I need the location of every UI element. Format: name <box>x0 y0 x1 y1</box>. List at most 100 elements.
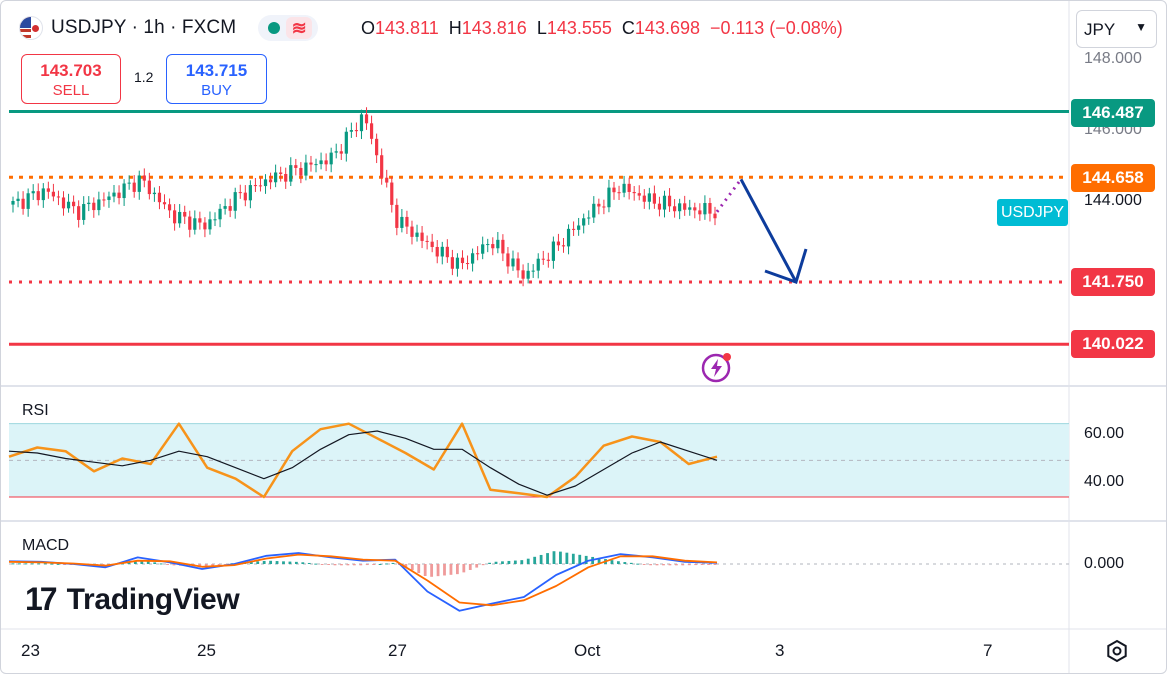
macd-histogram-bar <box>674 564 678 566</box>
candle-body <box>233 192 237 211</box>
candle-body <box>612 187 616 193</box>
macd-pane-label[interactable]: MACD <box>22 537 70 554</box>
tradingview-mark-icon: 17 <box>25 581 58 617</box>
macd-histogram-bar <box>63 564 66 565</box>
level-label-140[interactable]: 140.022 <box>1071 330 1155 358</box>
candle-body <box>698 210 702 215</box>
candle-body <box>587 217 591 219</box>
candle-body <box>369 123 374 139</box>
candle-body <box>430 241 434 247</box>
candle-body <box>349 130 353 132</box>
macd-signal-line <box>8 553 718 607</box>
macd-histogram-bar <box>211 564 215 566</box>
candle-body <box>455 257 460 269</box>
macd-histogram-bar <box>172 564 176 566</box>
candle-body <box>21 198 25 209</box>
macd-tick: 0.000 <box>1084 555 1125 572</box>
candle-body <box>491 244 495 249</box>
candle-body <box>82 204 86 220</box>
candle-body <box>112 192 116 197</box>
level-label-141[interactable]: 141.750 <box>1071 268 1155 296</box>
candle-body <box>652 193 656 204</box>
macd-histogram-bar <box>282 561 285 564</box>
buy-button[interactable]: 143.715 BUY <box>166 54 267 104</box>
macd-histogram-bar <box>146 561 150 564</box>
candle-body <box>380 155 384 178</box>
candle-body <box>51 191 56 197</box>
candle-body <box>627 183 631 192</box>
rsi-pane-label[interactable]: RSI <box>22 402 49 419</box>
macd-histogram-bar <box>50 563 54 565</box>
candle-body <box>364 114 369 124</box>
candle-body <box>506 253 510 267</box>
candle-body <box>36 191 40 201</box>
symbol-price-tag: USDJPY <box>997 199 1068 226</box>
macd-histogram-bar <box>352 564 356 566</box>
candle-body <box>157 192 162 203</box>
level-label-146[interactable]: 146.487 <box>1071 99 1155 127</box>
candle-body <box>556 241 561 246</box>
candle-body <box>410 226 414 237</box>
macd-histogram-bar <box>249 561 253 564</box>
macd-histogram-bar <box>159 563 163 565</box>
candle-body <box>678 203 682 212</box>
candle-body <box>208 219 212 230</box>
macd-histogram-bar <box>294 561 298 564</box>
candle-body <box>173 210 177 224</box>
candle-body <box>496 239 500 249</box>
currency-select[interactable]: JPY ▼ <box>1076 10 1157 48</box>
lightning-alert-icon[interactable] <box>701 351 733 383</box>
sell-button[interactable]: 143.703 SELL <box>21 54 121 104</box>
candle-body <box>218 208 222 220</box>
candle-body <box>31 191 35 194</box>
candle-body <box>597 203 601 207</box>
candle-body <box>152 192 157 195</box>
macd-histogram-bar <box>198 564 202 567</box>
macd-histogram-bar <box>346 564 350 566</box>
macd-histogram-bar <box>449 564 453 575</box>
time-tick: 7 <box>983 641 993 660</box>
macd-histogram-bar <box>629 562 633 564</box>
macd-histogram-bar <box>713 564 717 565</box>
price-tick: 148.000 <box>1084 50 1142 67</box>
macd-histogram-bar <box>649 564 652 566</box>
rsi-ma-line <box>8 430 718 496</box>
candle-body <box>294 165 298 168</box>
candle-body <box>284 173 288 182</box>
tradingview-logo[interactable]: 17 TradingView <box>25 581 240 618</box>
candle-body <box>289 165 293 182</box>
macd-histogram-bar <box>488 562 491 564</box>
candle-body <box>571 228 576 230</box>
macd-histogram-bar <box>391 562 395 564</box>
candle-body <box>667 195 672 207</box>
candle-body <box>213 219 217 221</box>
rsi-tick: 40.00 <box>1084 473 1125 490</box>
candle-body <box>132 182 136 192</box>
macd-histogram-bar <box>578 554 582 564</box>
macd-histogram-bar <box>443 564 446 576</box>
candle-body <box>375 138 379 156</box>
settings-gear-icon[interactable] <box>1105 639 1129 663</box>
macd-histogram-bar <box>37 563 41 565</box>
market-status-pill[interactable]: ≋ <box>258 15 319 41</box>
candle-body <box>228 206 232 211</box>
macd-histogram-bar <box>468 564 472 570</box>
candle-body <box>198 218 202 223</box>
macd-histogram-bar <box>623 562 627 564</box>
level-label-144[interactable]: 144.658 <box>1071 164 1155 192</box>
macd-histogram-bar <box>526 558 530 564</box>
macd-histogram-bar <box>681 564 685 566</box>
candle-body <box>577 225 581 230</box>
candle-body <box>713 213 717 219</box>
candle-body <box>566 228 571 247</box>
symbol-header[interactable]: USDJPY · 1h · FXCM ≋ <box>19 15 319 41</box>
candle-body <box>203 222 207 230</box>
candle-body <box>425 240 429 242</box>
ohlc-low: L143.555 <box>536 18 612 38</box>
candle-body <box>395 204 399 228</box>
macd-histogram-bar <box>700 564 704 565</box>
macd-histogram-bar <box>507 560 511 564</box>
sell-label: SELL <box>52 82 90 99</box>
symbol-title[interactable]: USDJPY · 1h · FXCM <box>51 17 237 38</box>
